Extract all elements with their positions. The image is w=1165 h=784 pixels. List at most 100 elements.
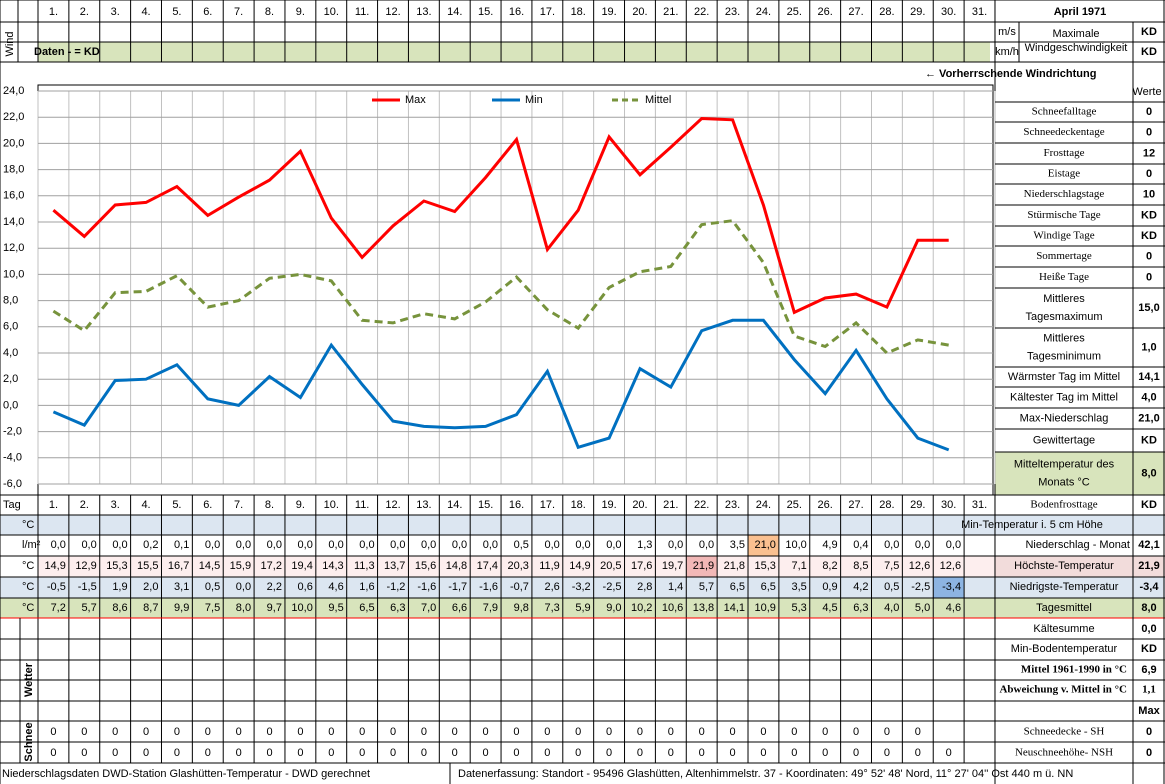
precip-cell: 0,0 (483, 539, 498, 551)
stat-label: Windige Tage (1033, 230, 1094, 242)
precip-cell: 0,0 (81, 539, 96, 551)
stat-value: 0 (1146, 250, 1152, 262)
day-label: 19. (601, 499, 616, 511)
temp-cell: 13,7 (384, 560, 405, 572)
day-label: 25. (787, 499, 802, 511)
day-label: 3. (111, 6, 120, 18)
snow-cell: 0 (390, 747, 396, 759)
day-label: 12. (385, 6, 400, 18)
precip-cell: 0,0 (236, 539, 251, 551)
temp-cell: 4,6 (946, 602, 961, 614)
temp-cell: 5,0 (915, 602, 930, 614)
cell-bg (995, 452, 1165, 495)
snow-cell: 0 (760, 747, 766, 759)
temp-cell: 5,3 (791, 602, 806, 614)
day-label: 18. (571, 6, 586, 18)
cell-bg (38, 42, 990, 62)
day-label: 13. (416, 6, 431, 18)
temp-cell: 7,5 (205, 602, 220, 614)
temp-cell: 12,9 (75, 560, 96, 572)
temp-cell: 0,9 (822, 581, 837, 593)
stat-value: 1,0 (1141, 341, 1156, 353)
stat-label: Sommertage (1036, 250, 1092, 262)
day-label: 5. (172, 499, 181, 511)
day-label: 27. (848, 499, 863, 511)
temp-cell: 10,2 (631, 602, 652, 614)
day-label: 1. (49, 6, 58, 18)
summary-value: 42,1 (1138, 539, 1159, 551)
temp-cell: -3,4 (942, 581, 961, 593)
temp-cell: 10,0 (291, 602, 312, 614)
stat-label: Heiße Tage (1039, 271, 1089, 283)
day-label: 5. (172, 6, 181, 18)
day-label: 11. (355, 499, 369, 511)
temp-cell: 2,6 (544, 581, 559, 593)
snow-cell: 0 (236, 747, 242, 759)
summary-label: Tagesmittel (1036, 602, 1092, 614)
snow-cell: 0 (174, 726, 180, 738)
cell-bg (0, 515, 1165, 535)
snow-cell: 0 (452, 747, 458, 759)
temp-cell: 2,2 (267, 581, 282, 593)
max-wind-label: Windgeschwindigkeit (1025, 42, 1128, 54)
temp-cell: 8,5 (853, 560, 868, 572)
snow-cell: 0 (575, 726, 581, 738)
day-label: 13. (416, 499, 431, 511)
series-line (52, 219, 949, 355)
precip-cell: 1,3 (637, 539, 652, 551)
temp-cell: 0,5 (205, 581, 220, 593)
snow-cell: 0 (112, 726, 118, 738)
day-label: 9. (296, 6, 305, 18)
snow-cell: 0 (853, 726, 859, 738)
precip-cell: 0,0 (946, 539, 961, 551)
precip-cell: 0,0 (298, 539, 313, 551)
day-label: 20. (632, 499, 647, 511)
snow-cell: 0 (699, 726, 705, 738)
snow-cell: 0 (822, 726, 828, 738)
stat-value: 0 (1146, 168, 1152, 180)
temp-cell: 6,5 (730, 581, 745, 593)
day-label: 4. (141, 499, 150, 511)
wind-text: Daten - = KD (34, 46, 100, 58)
precip-cell: 10,0 (785, 539, 806, 551)
y-tick-label: 12,0 (3, 242, 24, 254)
summary-value: 21,9 (1138, 560, 1159, 572)
temp-cell: -0,5 (47, 581, 66, 593)
temp-cell: 14,3 (322, 560, 343, 572)
snow-cell: 0 (112, 747, 118, 759)
day-label: 8. (265, 499, 274, 511)
snow-cell: 0 (205, 726, 211, 738)
temp-cell: -0,7 (510, 581, 529, 593)
precip-cell: 0,0 (328, 539, 343, 551)
temp-cell: 8,7 (143, 602, 158, 614)
day-label: 16. (509, 499, 524, 511)
snow-cell: 0 (791, 747, 797, 759)
footer-location: Datenerfassung: Standort - 95496 Glashüt… (458, 768, 1073, 780)
day-label: 11. (355, 6, 369, 18)
unit: °C (22, 581, 34, 593)
temp-cell: -1,6 (417, 581, 436, 593)
day-label: 7. (234, 6, 243, 18)
precip-cell: 0,0 (51, 539, 66, 551)
unit: °C (22, 519, 34, 531)
snow-cell: 0 (637, 726, 643, 738)
temp-cell: 11,3 (354, 560, 375, 572)
summary-value: 6,9 (1141, 664, 1156, 676)
temp-cell: 7,5 (884, 560, 899, 572)
day-label: 7. (234, 499, 243, 511)
max-label: Max (1138, 705, 1160, 717)
temp-cell: 5,9 (575, 602, 590, 614)
snow-label: Schnee (23, 722, 35, 761)
stat-label: Tagesmaximum (1025, 311, 1102, 323)
stat-label: Niederschlagstage (1024, 188, 1105, 200)
day-label: 30. (941, 499, 956, 511)
max-wind-label: Maximale (1052, 28, 1099, 40)
snow-cell: 0 (421, 747, 427, 759)
day-label: 18. (571, 499, 586, 511)
snow-cell: 0 (81, 726, 87, 738)
precip-cell: 3,5 (730, 539, 745, 551)
snow-cell: 0 (760, 726, 766, 738)
y-tick-label: 16,0 (3, 190, 24, 202)
y-tick-label: -4,0 (3, 452, 22, 464)
stat-value: KD (1141, 499, 1157, 511)
